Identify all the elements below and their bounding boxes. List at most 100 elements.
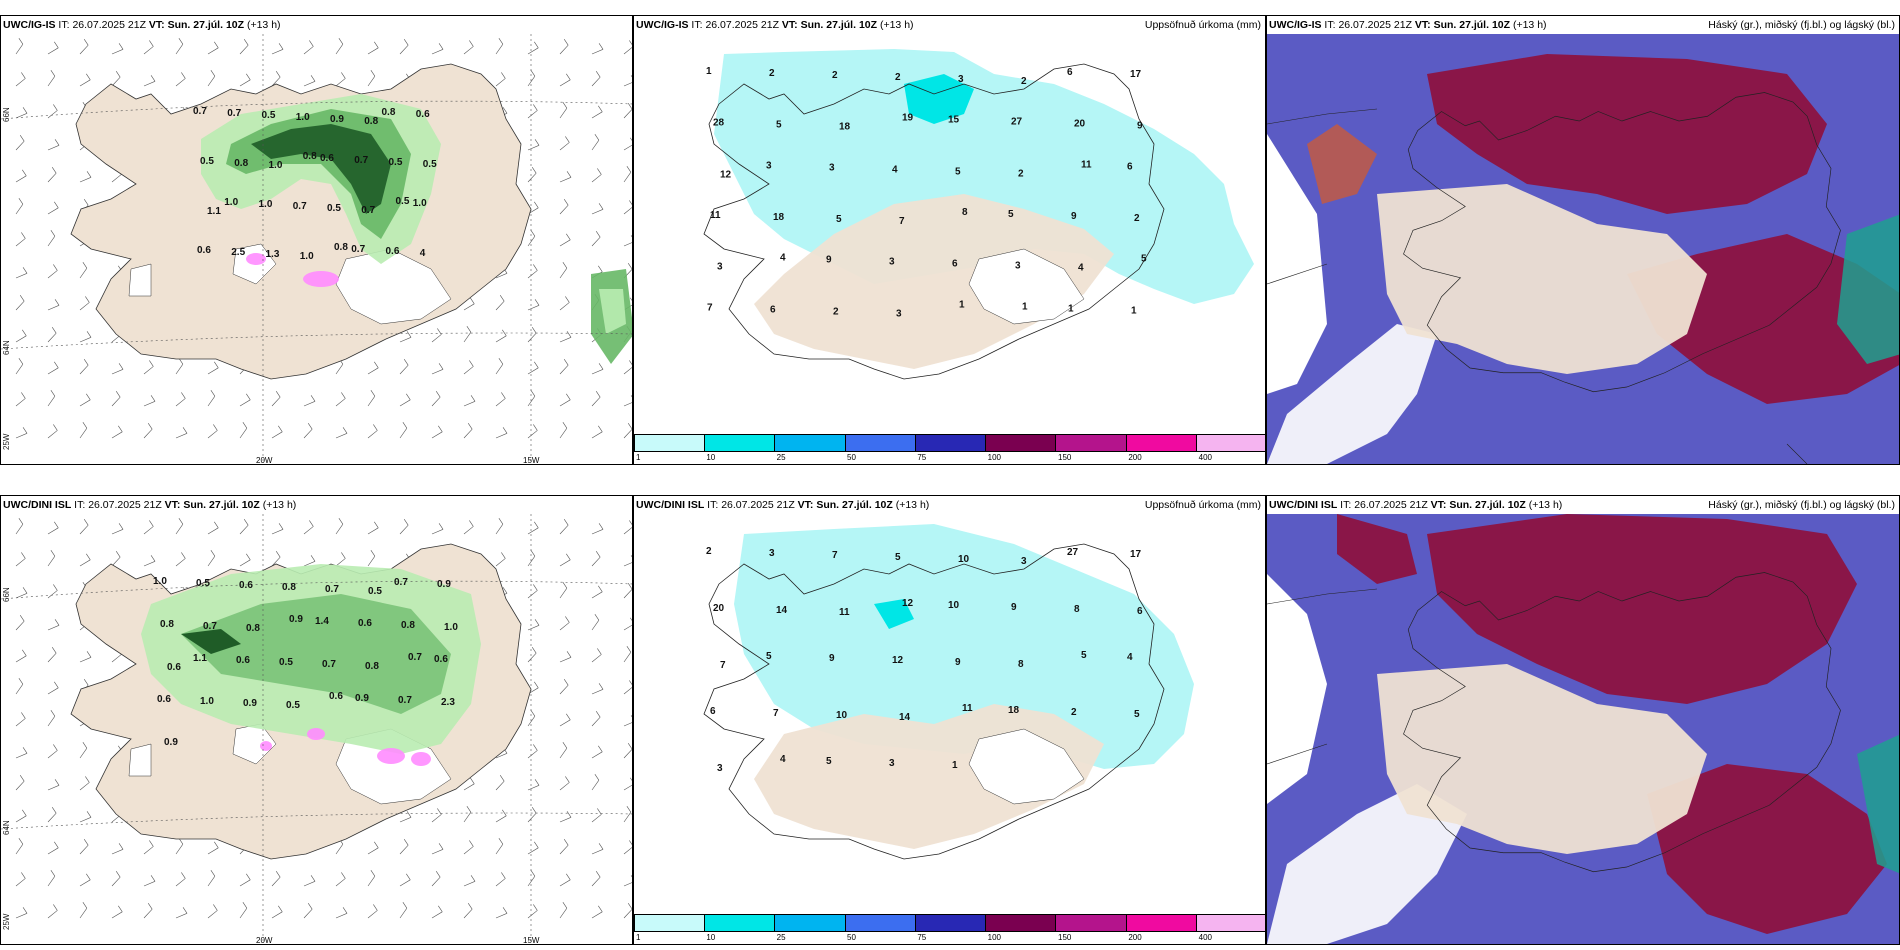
wind-barb — [175, 392, 186, 407]
value-label: 1.0 — [224, 197, 238, 208]
value-label: 3 — [766, 160, 772, 171]
wind-barb — [239, 519, 249, 535]
wind-barb — [591, 614, 600, 631]
value-label: 1 — [1022, 301, 1028, 312]
wind-barb — [591, 391, 601, 407]
wind-barb — [239, 902, 248, 919]
wind-barb — [15, 107, 28, 119]
vt-label: VT: — [797, 499, 814, 511]
wind-barb — [111, 523, 124, 535]
colorbar-tick-label: 150 — [1058, 933, 1072, 942]
wind-barb — [15, 678, 24, 695]
precip-labels: 1.0 0.5 0.6 0.8 0.7 0.5 0.7 0.9 0.8 0.7 0.8 0.9 1.4 0… — [153, 576, 458, 748]
wind-barb — [15, 232, 26, 247]
wind-barb — [79, 262, 88, 279]
value-label: 1.0 — [269, 160, 283, 171]
value-label: 3 — [1021, 556, 1027, 567]
value-label: 10 — [948, 600, 960, 611]
wind-barb — [175, 38, 184, 55]
wind-barb — [303, 903, 313, 919]
lat-label-64n: 64N — [2, 820, 11, 835]
wind-barb — [79, 331, 92, 343]
value-label: 0.8 — [303, 151, 317, 162]
panel-header: UWC/IG-IS IT: 26.07.2025 21Z VT: Sun. 27… — [634, 16, 1265, 34]
wind-barb — [591, 843, 604, 855]
value-label: 0.7 — [354, 155, 368, 166]
wind-barb — [527, 41, 539, 55]
dry-area — [754, 194, 1114, 369]
value-label: 2 — [706, 546, 712, 557]
wind-barb — [15, 169, 27, 183]
wind-barb — [495, 872, 506, 887]
wind-barb — [591, 168, 602, 183]
wind-barb — [623, 103, 632, 119]
wind-barb — [239, 73, 251, 87]
value-label: 2 — [769, 68, 775, 79]
value-label: 0.7 — [394, 577, 408, 588]
wind-barb — [47, 710, 56, 727]
wind-barb — [399, 359, 409, 375]
colorbar-swatch — [1196, 435, 1265, 451]
wind-barb — [623, 235, 632, 247]
wind-barb — [495, 329, 507, 343]
lon-label-25w: 25W — [2, 433, 11, 450]
colorbar-swatch — [845, 915, 916, 931]
wind-barb — [143, 555, 156, 567]
value-label: 0.6 — [157, 694, 171, 705]
wind-barb — [335, 872, 346, 887]
wind-barb — [431, 363, 444, 375]
wind-barb — [591, 43, 604, 55]
wind-barb — [591, 425, 603, 439]
colorbar-tick-label: 50 — [847, 453, 856, 462]
wind-barb — [399, 839, 409, 855]
value-label: 0.9 — [330, 114, 344, 125]
wind-barb — [303, 423, 313, 439]
wind-barb — [239, 873, 251, 887]
wind-barb — [559, 39, 569, 55]
wind-barb — [15, 775, 25, 791]
value-label: 0.6 — [320, 153, 334, 164]
panel-clouds-igis: UWC/IG-IS IT: 26.07.2025 21Z VT: Sun. 27… — [1266, 15, 1900, 465]
value-label: 2 — [832, 70, 838, 81]
wind-barb — [47, 390, 56, 407]
value-label: 0.6 — [386, 246, 400, 257]
colorbar-swatch — [775, 915, 846, 931]
value-label: 0.9 — [437, 579, 451, 590]
value-label: 14 — [899, 712, 911, 723]
value-label: 0.6 — [167, 662, 181, 673]
wind-barb — [527, 70, 536, 87]
colorbar-swatch — [705, 435, 776, 451]
wind-barb — [623, 40, 632, 55]
model-name: UWC/IG-IS — [3, 19, 56, 31]
value-label: 0.5 — [262, 110, 276, 121]
value-label: 5 — [1081, 650, 1087, 661]
value-label: 6 — [1067, 67, 1073, 78]
wind-barb — [15, 809, 27, 823]
wind-barb — [335, 38, 344, 55]
wind-barb — [79, 39, 89, 55]
wind-barb — [335, 392, 346, 407]
value-label: 18 — [773, 212, 785, 223]
lat-label-64n: 64N — [2, 340, 11, 355]
value-label: 11 — [962, 703, 973, 714]
wind-barb — [495, 38, 504, 55]
wind-barb — [367, 361, 379, 375]
value-label: 9 — [1071, 211, 1077, 222]
colorbar-swatch — [1126, 435, 1197, 451]
precip-area-mod — [874, 599, 914, 629]
panel-header: UWC/DINI ISL IT: 26.07.2025 21Z VT: Sun.… — [1267, 496, 1899, 514]
colorbar-tick-label: 400 — [1198, 453, 1213, 462]
wind-barb — [15, 295, 25, 311]
value-label: 2.5 — [231, 247, 245, 258]
wind-barb — [527, 647, 537, 663]
value-label: 1 — [952, 760, 958, 771]
wind-barb — [623, 903, 632, 919]
wind-barb — [271, 43, 284, 55]
wind-barb — [271, 425, 283, 439]
wind-barb — [335, 72, 346, 87]
value-label: 8 — [1018, 659, 1024, 670]
wind-barb — [47, 424, 58, 439]
value-label: 1 — [1068, 303, 1074, 314]
value-label: 4 — [892, 164, 898, 175]
wind-barb — [367, 521, 379, 535]
